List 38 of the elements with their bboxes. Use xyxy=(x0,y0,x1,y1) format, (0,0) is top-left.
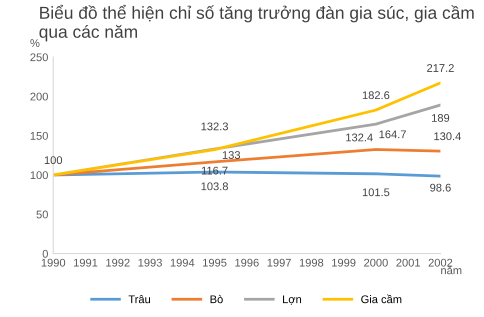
legend-label: Gia cầm xyxy=(361,294,402,304)
data-label: 98.6 xyxy=(430,184,451,192)
data-label: 101.5 xyxy=(362,188,390,196)
x-tick-label: 1995 xyxy=(203,258,226,267)
x-tick-label: 1994 xyxy=(170,258,194,267)
data-label: 132.4 xyxy=(346,134,373,142)
y-tick-label: 150 xyxy=(30,132,48,140)
y-tick-label: 250 xyxy=(30,53,48,62)
x-tick-label: 1990 xyxy=(42,258,66,267)
legend-label: Trâu xyxy=(128,295,150,304)
data-label: 164.7 xyxy=(380,130,406,138)
y-tick-label: 200 xyxy=(30,92,48,101)
x-tick-label: 2001 xyxy=(396,258,420,267)
chart-title: Biểu đồ thể hiện chỉ số tăng trưởng đàn gia súc, gia cầm qua các năm xyxy=(39,4,474,42)
data-label: 100 xyxy=(44,156,62,164)
y-axis-title: % xyxy=(30,39,40,47)
y-tick-label: 100 xyxy=(30,171,48,180)
data-label: 182.6 xyxy=(362,91,390,100)
x-tick-label: 1991 xyxy=(74,258,98,267)
x-tick-label: 1992 xyxy=(106,258,130,267)
data-label: 133 xyxy=(222,151,240,159)
data-label: 217.2 xyxy=(427,64,454,72)
x-tick-label: 1997 xyxy=(268,258,291,267)
x-tick-label: 1996 xyxy=(235,258,259,267)
x-tick-label: 1993 xyxy=(138,258,162,267)
legend-label: Lợn xyxy=(283,295,302,305)
legend-label: Bò xyxy=(210,294,223,304)
x-tick-label: 2002 xyxy=(428,258,452,267)
x-tick-label: 1999 xyxy=(332,258,356,267)
x-tick-label: 1998 xyxy=(300,258,324,267)
y-tick-label: 0 xyxy=(42,250,48,258)
x-axis-title: năm xyxy=(441,266,462,274)
x-tick-label: 2000 xyxy=(364,258,388,267)
data-label: 103.8 xyxy=(202,182,228,190)
data-label: 132.3 xyxy=(202,122,228,130)
y-tick-label: 50 xyxy=(36,210,48,218)
data-label: 130.4 xyxy=(434,132,461,140)
data-label: 189 xyxy=(432,114,450,122)
